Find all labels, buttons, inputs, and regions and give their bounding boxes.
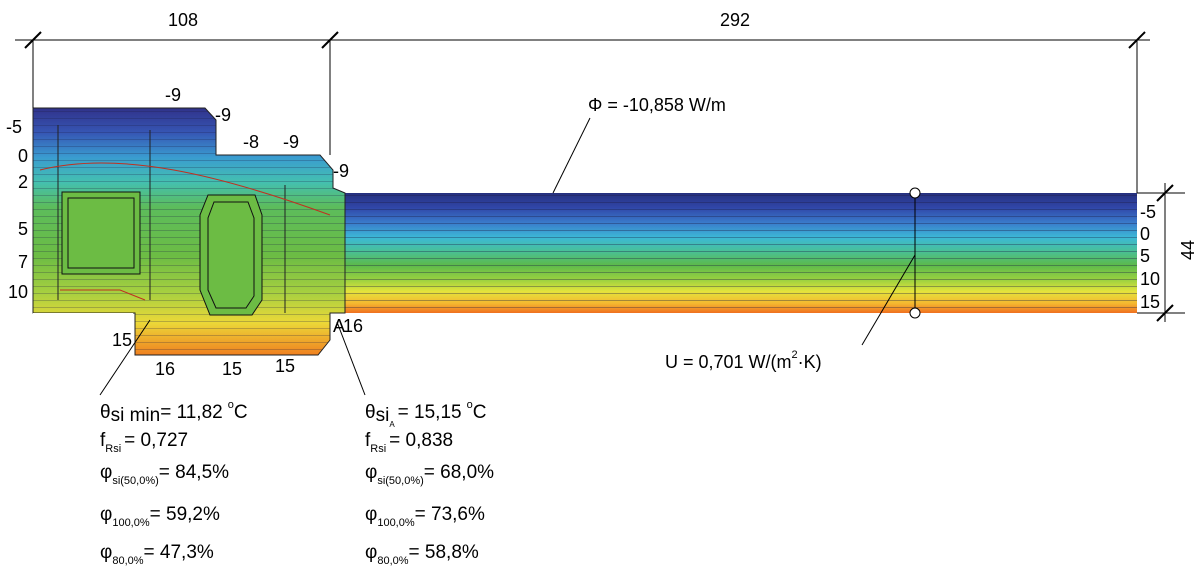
u-end: ·K) <box>798 352 822 372</box>
iso-label: -9 <box>283 132 299 152</box>
value: = 0,727 <box>124 430 188 451</box>
sub: si(50,0%) <box>377 475 423 487</box>
iso-label: 15 <box>275 356 295 376</box>
iso-label: -9 <box>333 161 349 181</box>
symbol: φ <box>100 542 112 563</box>
result-line: φ100,0%= 59,2% <box>100 504 220 529</box>
iso-label: 5 <box>1140 246 1150 266</box>
iso-label: 0 <box>18 146 28 166</box>
dimension-label: 44 <box>1178 240 1198 260</box>
u-text: U = 0,701 W/(m <box>665 352 792 372</box>
value: = 11,82 <box>160 402 223 423</box>
iso-label: 0 <box>1140 224 1150 244</box>
iso-label: 7 <box>18 252 28 272</box>
value: = 58,8% <box>409 542 479 563</box>
symbol: θ <box>365 402 376 423</box>
result-line: φsi(50,0%)= 68,0% <box>365 462 494 487</box>
sub: 100,0% <box>112 517 150 529</box>
dimension-label: 108 <box>168 10 198 30</box>
value: = 47,3% <box>144 542 214 563</box>
sub: 80,0% <box>112 555 143 567</box>
value: = 84,5% <box>159 462 229 483</box>
result-line: φ100,0%= 73,6% <box>365 504 485 529</box>
iso-label: 16 <box>343 316 363 336</box>
result-line: φ80,0%= 47,3% <box>100 542 214 567</box>
result-line: fRsi= 0,727 <box>100 430 188 455</box>
unit: C <box>473 402 487 423</box>
sub: si(50,0%) <box>112 475 158 487</box>
sub: 80,0% <box>377 555 408 567</box>
value: = 73,6% <box>415 504 485 525</box>
result-line: fRsi= 0,838 <box>365 430 453 455</box>
iso-label: 16 <box>155 359 175 379</box>
value: = 68,0% <box>424 462 494 483</box>
value: = 59,2% <box>150 504 220 525</box>
iso-label: -9 <box>215 105 231 125</box>
iso-label: -8 <box>243 132 259 152</box>
symbol: φ <box>100 504 112 525</box>
subsub: A <box>389 420 395 429</box>
value: = 15,15 <box>398 402 462 423</box>
unit: C <box>234 402 248 423</box>
iso-label: -5 <box>6 117 22 137</box>
iso-label: 5 <box>18 219 28 239</box>
symbol: φ <box>100 462 112 483</box>
result-line: φ80,0%= 58,8% <box>365 542 479 567</box>
symbol: φ <box>365 542 377 563</box>
u-value: U = 0,701 W/(m2·K) <box>665 349 822 372</box>
probe-point <box>910 308 920 318</box>
sub: Rsi <box>105 443 121 455</box>
symbol: θ <box>100 402 111 423</box>
heat-flow: Φ = -10,858 W/m <box>588 95 726 115</box>
isotherms <box>330 193 1137 313</box>
iso-label: 2 <box>18 172 28 192</box>
symbol: φ <box>365 504 377 525</box>
sub: si min <box>111 405 161 426</box>
iso-label: -9 <box>165 85 181 105</box>
result-line: φsi(50,0%)= 84,5% <box>100 462 229 487</box>
sub: si <box>376 405 390 426</box>
iso-label: 10 <box>8 282 28 302</box>
iso-label: 15 <box>1140 292 1160 312</box>
iso-label: 10 <box>1140 269 1160 289</box>
symbol: φ <box>365 462 377 483</box>
edge <box>33 313 133 314</box>
sub: Rsi <box>370 443 386 455</box>
value: = 0,838 <box>389 430 453 451</box>
thermal-diagram: 108 292 44 Φ = -10,858 W/m U = 0,701 W/(… <box>0 0 1199 570</box>
dimension-label: 292 <box>720 10 750 30</box>
sub: 100,0% <box>377 517 415 529</box>
iso-label: 15 <box>112 330 132 350</box>
iso-label: -5 <box>1140 202 1156 222</box>
iso-label: 15 <box>222 359 242 379</box>
probe-point <box>910 188 920 198</box>
